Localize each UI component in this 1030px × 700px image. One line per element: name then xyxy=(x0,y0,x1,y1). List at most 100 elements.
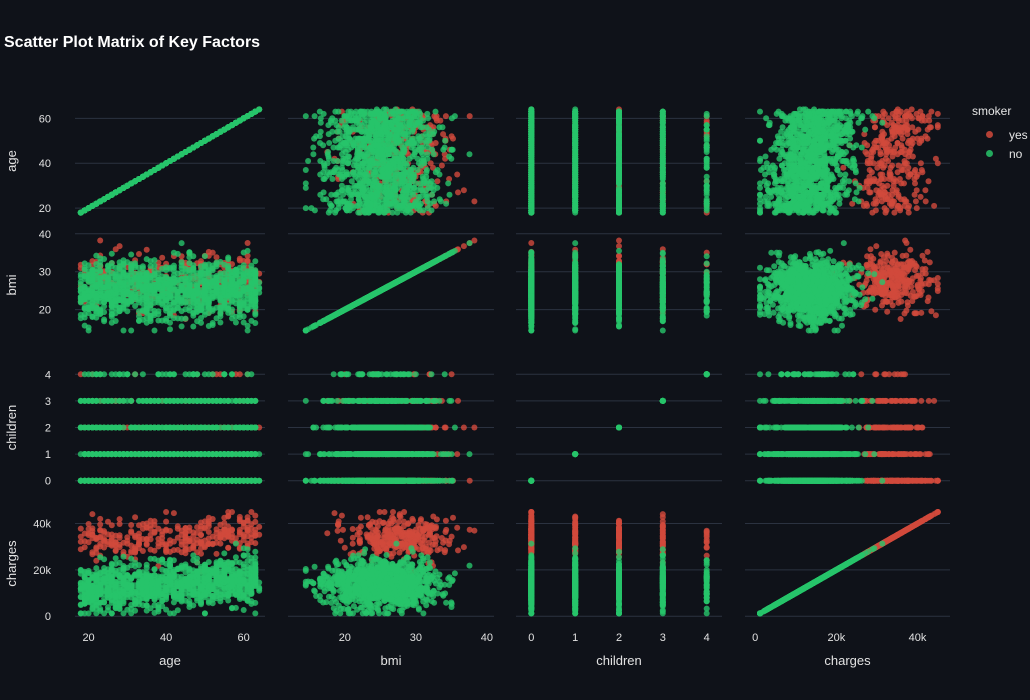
data-point-yes xyxy=(213,254,220,261)
data-point-yes xyxy=(163,527,170,534)
data-point-yes xyxy=(85,526,92,532)
data-point-yes xyxy=(112,547,119,554)
data-point-yes xyxy=(124,534,131,541)
data-point-yes xyxy=(356,538,363,545)
data-point-yes xyxy=(97,237,104,244)
data-point-yes xyxy=(869,209,876,216)
data-point-yes xyxy=(190,545,197,552)
data-point-yes xyxy=(466,477,473,484)
data-point-yes xyxy=(864,262,871,269)
data-point-yes xyxy=(888,202,895,209)
data-point-yes xyxy=(903,276,910,283)
data-point-yes xyxy=(881,451,888,458)
data-point-yes xyxy=(379,541,386,548)
data-point-yes xyxy=(912,180,918,187)
data-point-yes xyxy=(908,106,915,113)
data-point-yes xyxy=(881,110,888,117)
data-point-yes xyxy=(897,397,904,404)
data-point-yes xyxy=(878,286,885,293)
data-point-yes xyxy=(572,534,579,541)
data-point-yes xyxy=(371,541,378,548)
data-point-yes xyxy=(528,240,535,246)
data-point-yes xyxy=(389,514,396,521)
data-point-yes xyxy=(905,164,912,171)
data-point-yes xyxy=(397,526,404,533)
data-point-yes xyxy=(902,285,909,292)
data-point-yes xyxy=(885,158,892,164)
data-point-yes xyxy=(928,308,935,315)
data-point-yes xyxy=(889,162,896,169)
data-point-yes xyxy=(925,397,932,404)
data-point-yes xyxy=(186,538,193,545)
data-point-yes xyxy=(867,178,874,185)
data-point-yes xyxy=(455,189,461,196)
data-point-yes xyxy=(163,549,170,555)
data-point-yes xyxy=(888,259,895,266)
data-point-yes xyxy=(887,282,894,289)
data-point-yes xyxy=(471,424,478,431)
data-point-yes xyxy=(912,267,918,274)
data-point-yes xyxy=(916,451,923,458)
data-point-yes xyxy=(324,530,331,537)
data-point-yes xyxy=(891,209,898,216)
data-point-yes xyxy=(338,512,345,519)
data-point-yes xyxy=(912,198,919,205)
data-point-yes xyxy=(864,160,871,167)
data-point-yes xyxy=(460,187,467,194)
data-point-yes xyxy=(925,294,932,301)
data-point-yes xyxy=(442,517,449,524)
data-point-yes xyxy=(898,298,905,305)
data-point-yes xyxy=(888,135,895,142)
data-point-yes xyxy=(917,193,924,200)
data-point-yes xyxy=(898,142,905,149)
data-point-yes xyxy=(703,544,710,551)
data-point-yes xyxy=(236,513,243,520)
data-point-yes xyxy=(174,523,181,530)
data-point-yes xyxy=(136,541,142,548)
data-point-yes xyxy=(867,189,874,196)
data-point-yes xyxy=(116,516,123,523)
data-point-yes xyxy=(898,371,905,378)
data-point-yes xyxy=(703,529,710,536)
data-point-yes xyxy=(905,205,911,212)
data-point-yes xyxy=(881,371,888,378)
data-point-yes xyxy=(225,544,232,551)
data-point-yes xyxy=(248,509,255,515)
data-point-yes xyxy=(913,293,920,300)
data-point-yes xyxy=(888,275,895,281)
data-point-yes xyxy=(244,240,251,246)
data-point-yes xyxy=(934,124,941,131)
data-point-yes xyxy=(907,171,914,178)
data-point-yes xyxy=(572,524,579,531)
data-point-yes xyxy=(898,131,905,138)
data-point-yes xyxy=(903,526,910,533)
data-point-yes xyxy=(374,523,381,530)
data-point-yes xyxy=(873,187,880,194)
data-point-yes xyxy=(143,535,150,542)
data-point-yes xyxy=(918,135,925,142)
data-point-yes xyxy=(885,115,892,122)
data-point-yes xyxy=(889,302,896,309)
data-point-yes xyxy=(913,110,920,117)
data-point-yes xyxy=(883,207,890,214)
data-point-yes xyxy=(919,252,926,259)
data-point-yes xyxy=(898,180,905,187)
data-point-yes xyxy=(528,526,535,533)
data-point-yes xyxy=(81,538,88,545)
data-point-yes xyxy=(887,535,894,542)
data-point-yes xyxy=(198,540,204,546)
data-point-yes xyxy=(155,543,162,550)
data-point-yes xyxy=(364,514,371,521)
data-point-yes xyxy=(616,530,622,536)
data-point-yes xyxy=(902,237,909,244)
data-point-yes xyxy=(864,184,871,191)
data-point-yes xyxy=(163,509,170,515)
data-point-yes xyxy=(136,251,142,257)
data-point-yes xyxy=(409,530,416,536)
data-point-yes xyxy=(891,371,898,378)
data-point-yes xyxy=(891,124,898,131)
data-point-yes xyxy=(659,518,666,525)
data-point-yes xyxy=(420,527,427,534)
data-point-yes xyxy=(861,131,868,138)
data-point-yes xyxy=(155,525,162,532)
